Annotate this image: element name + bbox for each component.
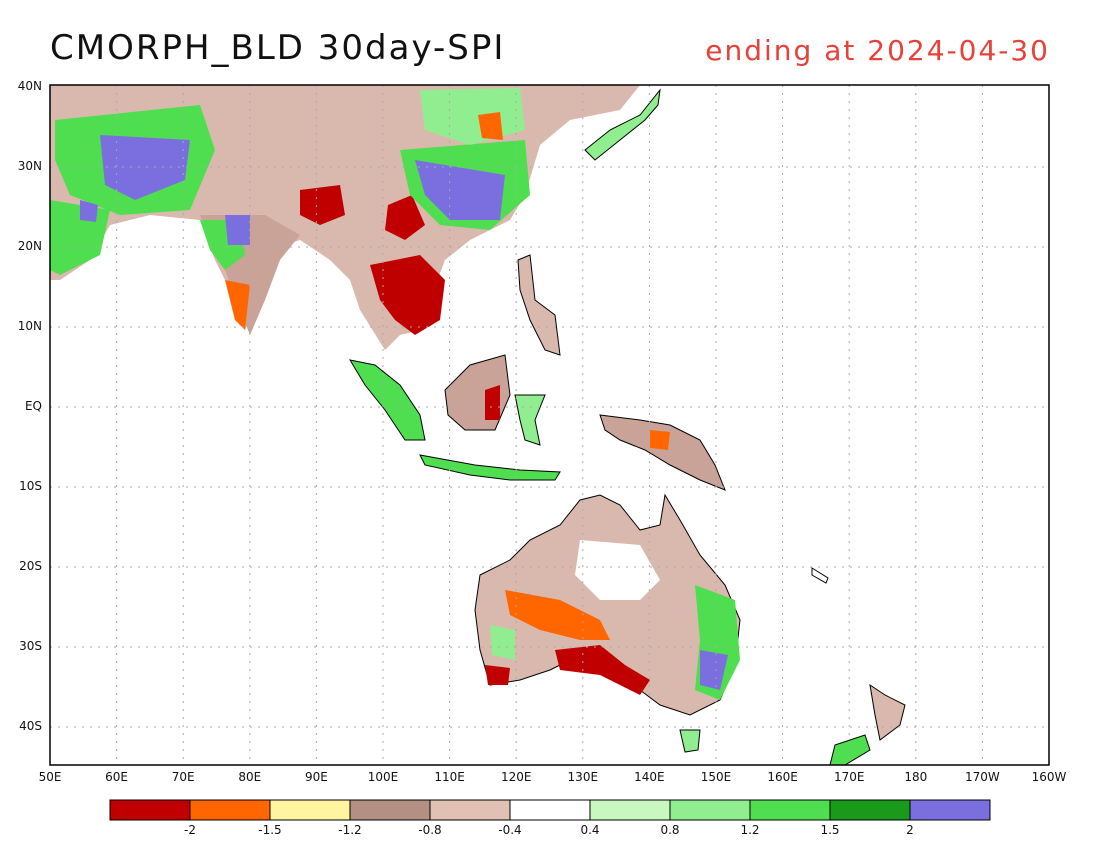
very-wet-arabia-patch (80, 200, 98, 222)
lon-label: 160E (767, 770, 798, 784)
japan-island (584, 88, 661, 161)
lat-label: 20S (19, 559, 42, 573)
lon-label: 70E (171, 770, 195, 784)
colorbar-tick-label: 1.2 (740, 823, 760, 837)
dry-australia-south (505, 590, 610, 640)
lon-label: 90E (304, 770, 328, 784)
map-date: ending at 2024-04-30 (705, 34, 1050, 67)
dry-korea-patch (478, 112, 503, 140)
lat-label: 10N (17, 319, 42, 333)
new-caledonia (811, 567, 829, 584)
australia-landmass (474, 493, 741, 716)
lat-label: 30N (17, 159, 42, 173)
lon-label: 100E (367, 770, 399, 784)
colorbar-swatch (509, 799, 591, 821)
tasmania (679, 729, 701, 753)
dry-borneo-east (485, 385, 500, 420)
colorbar-swatch (589, 799, 671, 821)
lon-label: 130E (567, 770, 599, 784)
colorbar-tick-label: -0.8 (418, 823, 442, 837)
very-wet-central-asia (100, 135, 190, 200)
colorbar-swatch (269, 799, 351, 821)
map-title: CMORPH_BLD 30day-SPI (50, 28, 506, 68)
dry-patch-south-china (385, 195, 425, 240)
lat-label: 20N (17, 239, 42, 253)
new-zealand-south (829, 734, 871, 765)
lon-label: 60E (105, 770, 129, 784)
new-zealand-north (869, 683, 906, 741)
lon-label: 140E (634, 770, 665, 784)
lon-label: 170W (965, 770, 1000, 784)
philippines (517, 254, 561, 356)
lon-label: 180 (904, 770, 928, 784)
colorbar-swatch (349, 799, 431, 821)
lat-label: 40S (19, 719, 42, 733)
new-guinea (599, 414, 726, 491)
colorbar (109, 799, 991, 821)
colorbar-tick-label: -1.2 (338, 823, 362, 837)
lon-label: 150E (700, 770, 732, 784)
lon-label: 120E (500, 770, 532, 784)
dry-patch-indochina (370, 255, 445, 335)
colorbar-tick-label: -0.4 (498, 823, 522, 837)
dry-patch-india-coast (225, 280, 250, 330)
very-wet-india-patch (225, 215, 250, 245)
colorbar-swatch (669, 799, 751, 821)
dry-australia-west (485, 665, 510, 685)
colorbar-swatch (909, 799, 991, 821)
dry-patch-myanmar (300, 185, 345, 225)
colorbar-tick-label: -2 (184, 823, 196, 837)
lon-label: 80E (238, 770, 262, 784)
colorbar-swatch (829, 799, 911, 821)
colorbar-tick-label: -1.5 (258, 823, 282, 837)
java (419, 454, 561, 481)
colorbar-tick-label: 2 (906, 823, 914, 837)
lon-label: 170E (833, 770, 865, 784)
lat-label: 30S (19, 639, 42, 653)
lon-label: 50E (38, 770, 62, 784)
lon-label: 160W (1031, 770, 1067, 784)
colorbar-tick-label: 0.4 (580, 823, 600, 837)
very-wet-australia-east (700, 650, 728, 690)
colorbar-swatch (109, 799, 191, 821)
colorbar-tick-label: 1.5 (820, 823, 840, 837)
australia-interior-white (575, 540, 660, 600)
map-fields (50, 85, 906, 765)
colorbar-swatch (749, 799, 831, 821)
colorbar-swatch (429, 799, 511, 821)
colorbar-swatch (189, 799, 271, 821)
lat-label: 10S (19, 479, 42, 493)
lon-label: 110E (434, 770, 465, 784)
wet-australia-southwest (490, 625, 515, 660)
lat-label: 40N (17, 79, 42, 93)
sumatra (348, 359, 426, 441)
lat-label: EQ (24, 399, 42, 413)
colorbar-tick-label: 0.8 (660, 823, 680, 837)
map-gridlines (50, 85, 1049, 765)
very-wet-china-east (415, 160, 505, 220)
dry-new-guinea (650, 430, 670, 450)
very-dry-australia-south (555, 645, 650, 695)
map-frame (49, 84, 1050, 766)
